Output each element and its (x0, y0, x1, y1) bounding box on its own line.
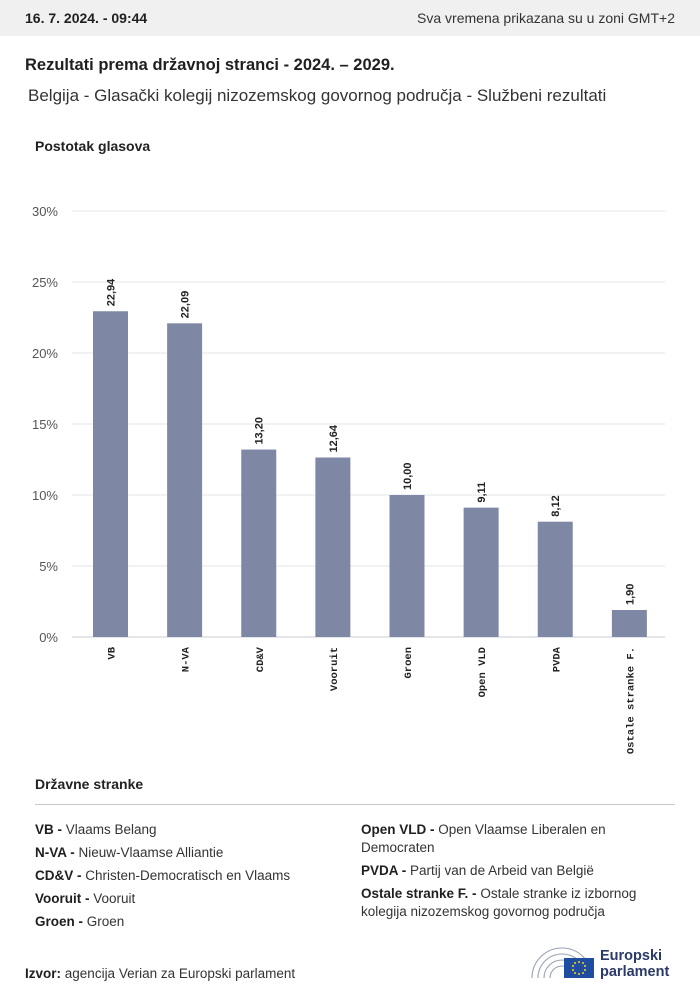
category-label: Groen (403, 647, 415, 679)
value-label: 1,90 (624, 584, 636, 605)
y-axis-label: Postotak glasova (35, 138, 151, 154)
legend-name: Vooruit (93, 891, 136, 906)
legend-abbr: Groen - (35, 914, 84, 929)
legend-abbr: Vooruit - (35, 891, 90, 906)
bar (315, 457, 351, 637)
value-label: 10,00 (402, 462, 414, 490)
value-label: 8,12 (550, 495, 562, 516)
y-tick-label: 10% (32, 488, 58, 503)
legend-item: CD&V - Christen-Democratisch en Vlaams (35, 867, 345, 885)
category-label: VB (107, 646, 119, 659)
source-label: Izvor: (25, 966, 62, 981)
legend-item: Vooruit - Vooruit (35, 890, 345, 908)
legend-abbr: CD&V - (35, 868, 82, 883)
legend-item: PVDA - Partij van de Arbeid van België (361, 862, 661, 880)
category-label: Open VLD (477, 647, 489, 697)
legend-name: Groen (86, 914, 125, 929)
bar (241, 449, 277, 637)
y-tick-label: 25% (32, 275, 58, 290)
legend-abbr: PVDA - (361, 863, 407, 878)
legend-abbr: N-VA - (35, 845, 75, 860)
legend-item: VB - Vlaams Belang (35, 821, 345, 839)
legend-abbr: VB - (35, 822, 62, 837)
legend-name: Nieuw-Vlaamse Alliantie (78, 845, 224, 860)
legend-abbr: Open VLD - (361, 822, 435, 837)
legend-name: Partij van de Arbeid van België (410, 863, 594, 878)
legend-name: Ostale stranke iz izbornog kolegija nizo… (361, 886, 637, 919)
timestamp: 16. 7. 2024. - 09:44 (25, 10, 148, 26)
legend-abbr: Ostale stranke F. - (361, 886, 477, 901)
legend-item: Open VLD - Open Vlaamse Liberalen en Dem… (361, 821, 661, 857)
chart-title: Rezultati prema državnoj stranci - 2024.… (25, 56, 395, 74)
legend-item: Groen - Groen (35, 913, 345, 931)
bar (167, 323, 203, 637)
y-tick-label: 5% (39, 559, 58, 574)
category-label: N-VA (181, 646, 193, 672)
eu-flag-icon (564, 958, 594, 978)
source-text: agencija Verian za Europski parlament (64, 966, 296, 981)
category-label: Vooruit (329, 647, 341, 691)
category-label: Ostale stranke F. (625, 647, 637, 754)
chart-subtitle: Belgija - Glasački kolegij nizozemskog g… (28, 86, 607, 105)
bar (537, 521, 573, 637)
legend-column-right: Open VLD - Open Vlaamse Liberalen en Dem… (361, 821, 661, 926)
y-tick-label: 0% (39, 630, 58, 645)
source-note: Izvor: agencija Verian za Europski parla… (25, 966, 295, 981)
legend-title: Državne stranke (35, 776, 144, 792)
bar (611, 610, 647, 637)
legend-column-left: VB - Vlaams Belang N-VA - Nieuw-Vlaamse … (35, 821, 345, 936)
timezone-note: Sva vremena prikazana su u zoni GMT+2 (417, 10, 675, 26)
legend-name: Vlaams Belang (65, 822, 157, 837)
logo-text: Europski parlament (600, 948, 669, 980)
logo-line-1: Europski (600, 948, 663, 964)
bar (389, 495, 425, 637)
legend-item: N-VA - Nieuw-Vlaamse Alliantie (35, 844, 345, 862)
value-label: 22,09 (180, 291, 192, 319)
top-bar: 16. 7. 2024. - 09:44 Sva vremena prikaza… (0, 0, 700, 36)
legend-divider (35, 804, 675, 805)
category-label: CD&V (255, 646, 267, 672)
bar (93, 311, 128, 637)
y-tick-label: 15% (32, 417, 58, 432)
legend-name: Christen-Democratisch en Vlaams (85, 868, 291, 883)
value-label: 13,20 (254, 417, 266, 445)
logo-line-2: parlament (600, 964, 670, 980)
european-parliament-logo (531, 947, 594, 979)
bar-chart: 0% 5% 10% 15% 20% 25% 30% 22,94 VB 22,09 N-VA 13,20… (32, 204, 665, 754)
value-label: 12,64 (328, 424, 340, 452)
y-tick-label: 30% (32, 204, 58, 219)
legend-name: Open Vlaamse Liberalen en Democraten (361, 822, 606, 855)
bar (463, 507, 499, 637)
value-label: 9,11 (476, 482, 488, 503)
legend-item: Ostale stranke F. - Ostale stranke iz iz… (361, 885, 661, 921)
category-label: PVDA (551, 646, 563, 672)
value-label: 22,94 (106, 278, 118, 306)
y-tick-label: 20% (32, 346, 58, 361)
